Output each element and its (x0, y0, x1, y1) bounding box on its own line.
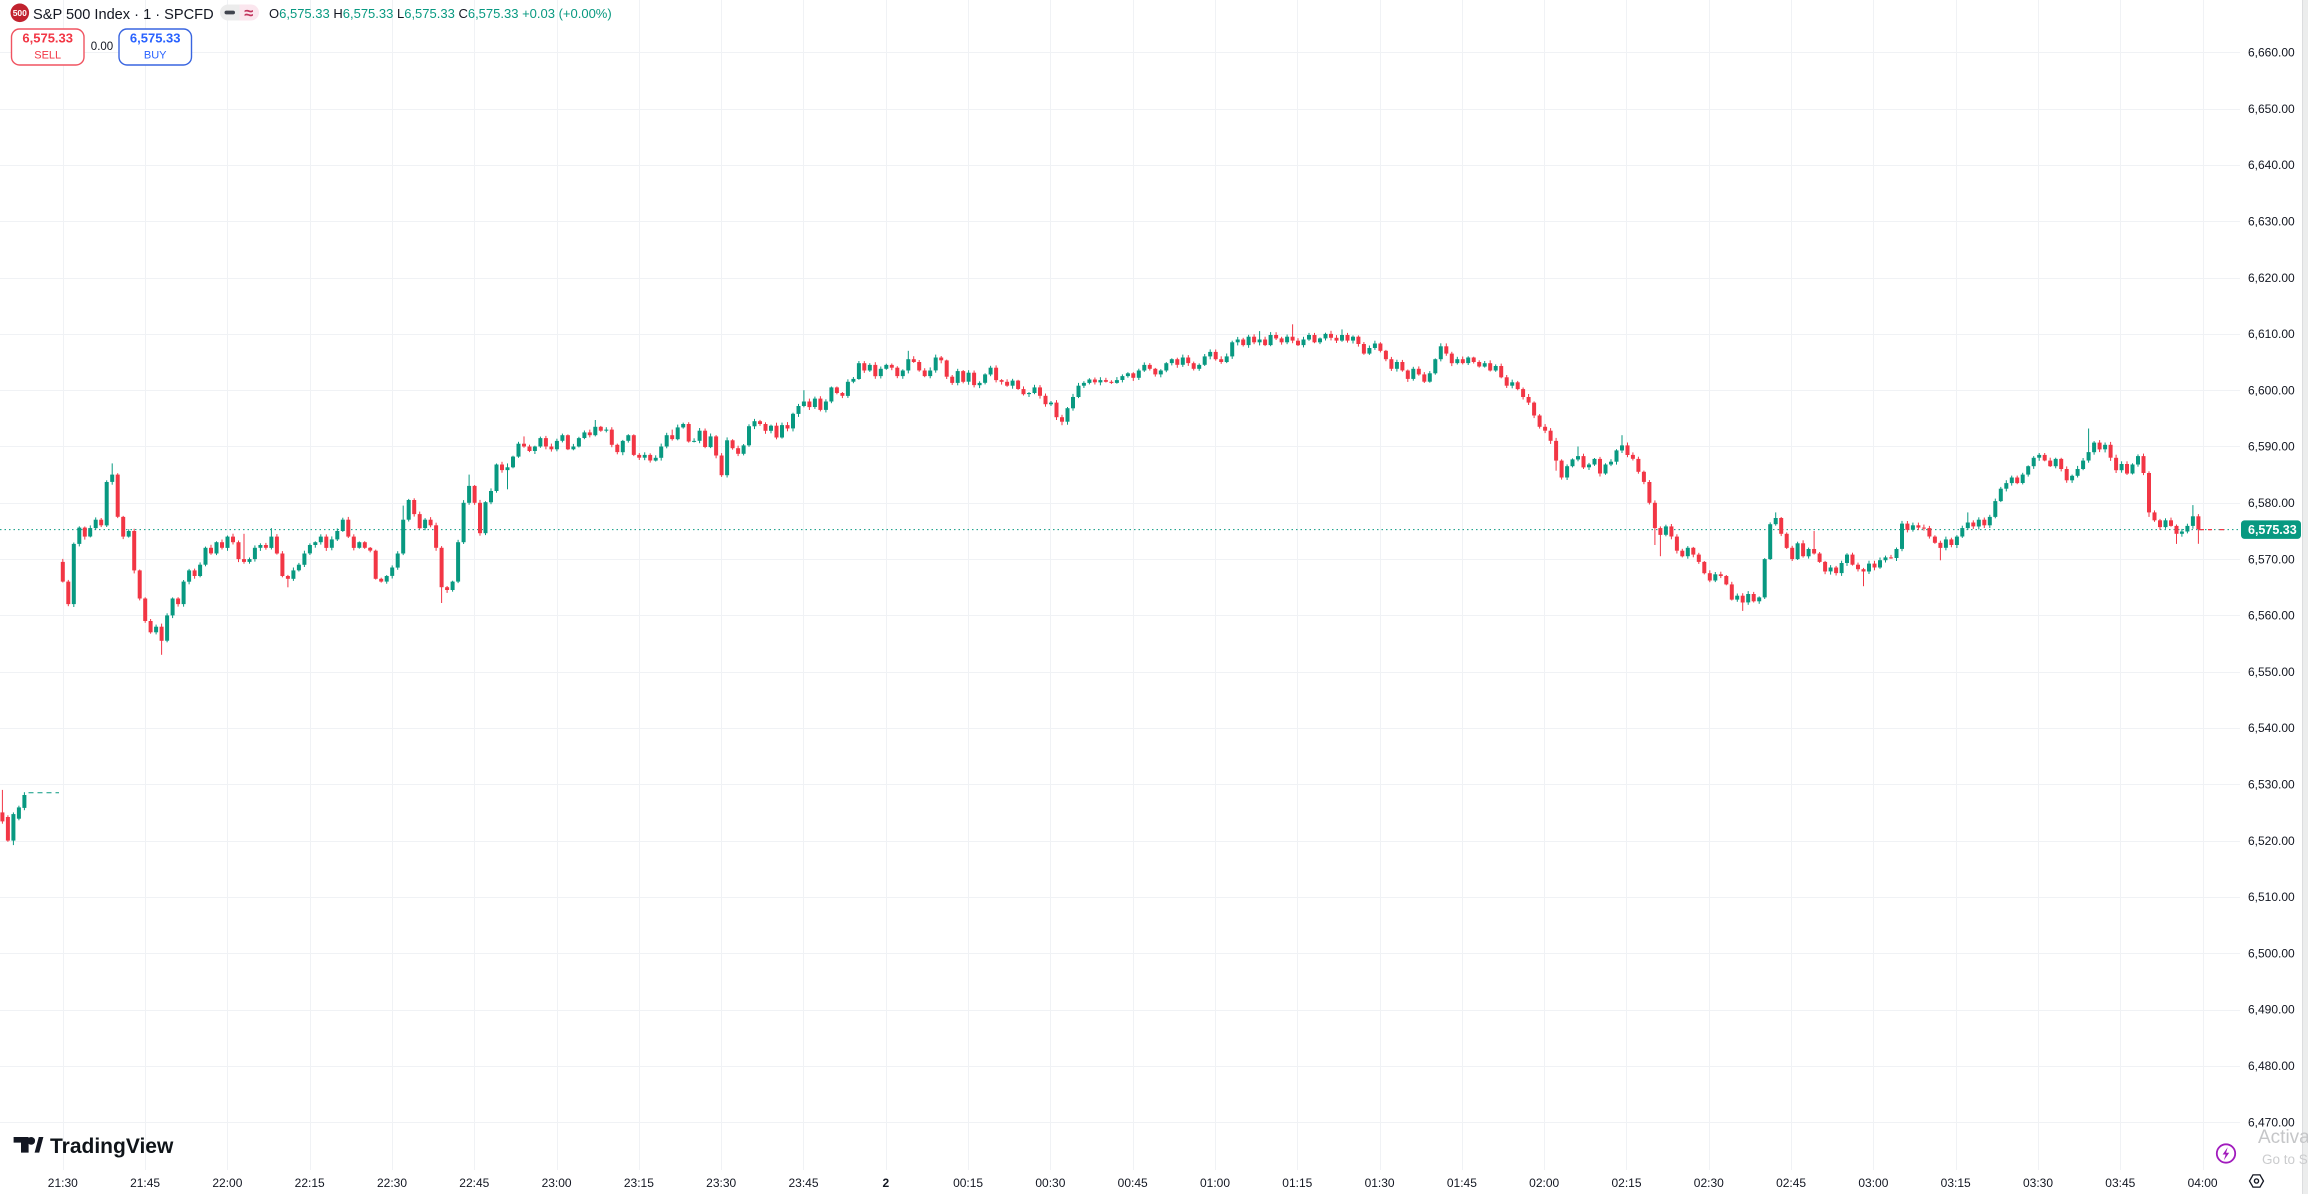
svg-text:2: 2 (882, 1176, 889, 1190)
svg-text:03:45: 03:45 (2105, 1176, 2135, 1190)
svg-text:22:30: 22:30 (377, 1176, 407, 1190)
svg-text:S&P 500 Index · 1 · SPCFD: S&P 500 Index · 1 · SPCFD (33, 7, 214, 23)
svg-text:00:45: 00:45 (1118, 1176, 1148, 1190)
svg-text:01:00: 01:00 (1200, 1176, 1230, 1190)
svg-text:02:30: 02:30 (1694, 1176, 1724, 1190)
svg-text:SELL: SELL (34, 50, 61, 62)
svg-text:03:00: 03:00 (1858, 1176, 1888, 1190)
svg-text:01:45: 01:45 (1447, 1176, 1477, 1190)
svg-text:500: 500 (13, 8, 27, 18)
svg-text:6,620.00: 6,620.00 (2248, 271, 2295, 285)
svg-text:6,500.00: 6,500.00 (2248, 946, 2295, 960)
svg-text:BUY: BUY (144, 50, 167, 62)
svg-text:Activate: Activate (2258, 1127, 2308, 1148)
svg-text:6,470.00: 6,470.00 (2248, 1115, 2295, 1129)
svg-text:6,550.00: 6,550.00 (2248, 665, 2295, 679)
svg-text:6,480.00: 6,480.00 (2248, 1059, 2295, 1073)
svg-text:00:30: 00:30 (1035, 1176, 1065, 1190)
svg-text:02:00: 02:00 (1529, 1176, 1559, 1190)
svg-text:6,660.00: 6,660.00 (2248, 46, 2295, 60)
svg-text:≈: ≈ (244, 4, 253, 22)
svg-text:21:45: 21:45 (130, 1176, 160, 1190)
svg-text:6,570.00: 6,570.00 (2248, 552, 2295, 566)
svg-text:00:15: 00:15 (953, 1176, 983, 1190)
svg-text:Go to Se: Go to Se (2262, 1152, 2308, 1167)
svg-text:6,575.33: 6,575.33 (2248, 523, 2297, 537)
svg-text:23:15: 23:15 (624, 1176, 654, 1190)
svg-text:23:00: 23:00 (542, 1176, 572, 1190)
svg-text:6,650.00: 6,650.00 (2248, 102, 2295, 116)
svg-text:6,520.00: 6,520.00 (2248, 834, 2295, 848)
svg-text:03:30: 03:30 (2023, 1176, 2053, 1190)
svg-text:6,510.00: 6,510.00 (2248, 890, 2295, 904)
svg-text:21:30: 21:30 (48, 1176, 78, 1190)
svg-text:01:30: 01:30 (1365, 1176, 1395, 1190)
svg-text:6,560.00: 6,560.00 (2248, 609, 2295, 623)
svg-text:6,530.00: 6,530.00 (2248, 778, 2295, 792)
svg-text:22:45: 22:45 (459, 1176, 489, 1190)
svg-text:23:30: 23:30 (706, 1176, 736, 1190)
svg-text:6,640.00: 6,640.00 (2248, 158, 2295, 172)
svg-text:6,540.00: 6,540.00 (2248, 721, 2295, 735)
svg-text:6,610.00: 6,610.00 (2248, 327, 2295, 341)
svg-text:03:15: 03:15 (1941, 1176, 1971, 1190)
svg-text:23:45: 23:45 (788, 1176, 818, 1190)
svg-text:22:15: 22:15 (295, 1176, 325, 1190)
svg-text:6,580.00: 6,580.00 (2248, 496, 2295, 510)
svg-text:6,490.00: 6,490.00 (2248, 1003, 2295, 1017)
svg-text:0.00: 0.00 (91, 41, 113, 53)
svg-text:6,590.00: 6,590.00 (2248, 440, 2295, 454)
svg-text:6,575.33: 6,575.33 (22, 31, 73, 46)
svg-text:04:00: 04:00 (2188, 1176, 2218, 1190)
svg-text:6,600.00: 6,600.00 (2248, 383, 2295, 397)
svg-text:22:00: 22:00 (212, 1176, 242, 1190)
svg-text:TradingView: TradingView (50, 1135, 174, 1158)
svg-text:6,630.00: 6,630.00 (2248, 215, 2295, 229)
svg-text:O6,575.33 H6,575.33 L6,575.33: O6,575.33 H6,575.33 L6,575.33 C6,575.33 … (269, 6, 612, 21)
svg-text:02:45: 02:45 (1776, 1176, 1806, 1190)
svg-text:02:15: 02:15 (1611, 1176, 1641, 1190)
svg-text:01:15: 01:15 (1282, 1176, 1312, 1190)
svg-text:6,575.33: 6,575.33 (130, 31, 181, 46)
